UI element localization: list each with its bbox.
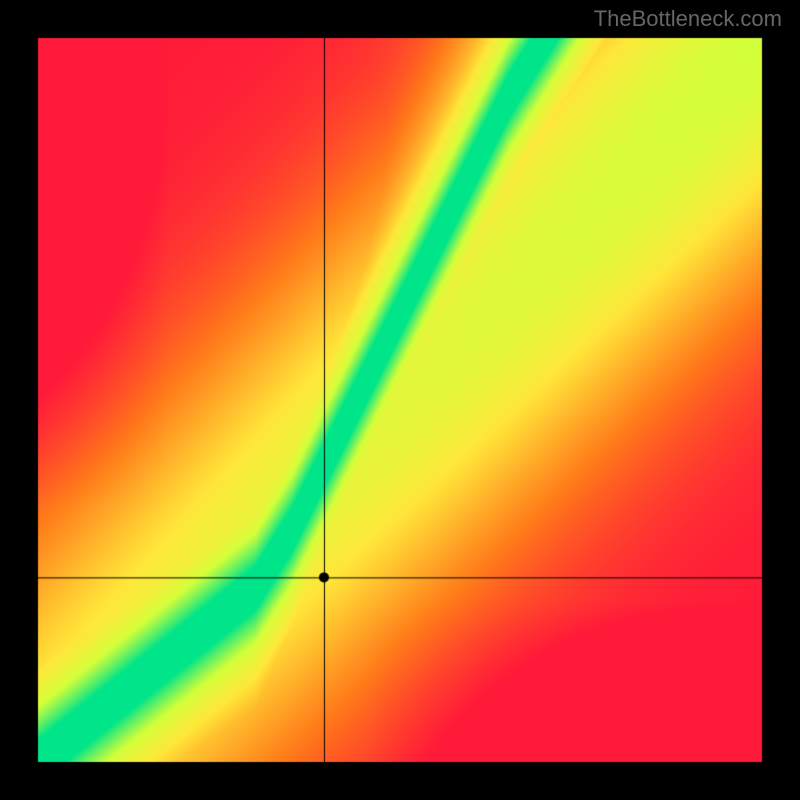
chart-container: TheBottleneck.com — [0, 0, 800, 800]
heatmap-canvas — [0, 0, 800, 800]
watermark-text: TheBottleneck.com — [594, 6, 782, 32]
